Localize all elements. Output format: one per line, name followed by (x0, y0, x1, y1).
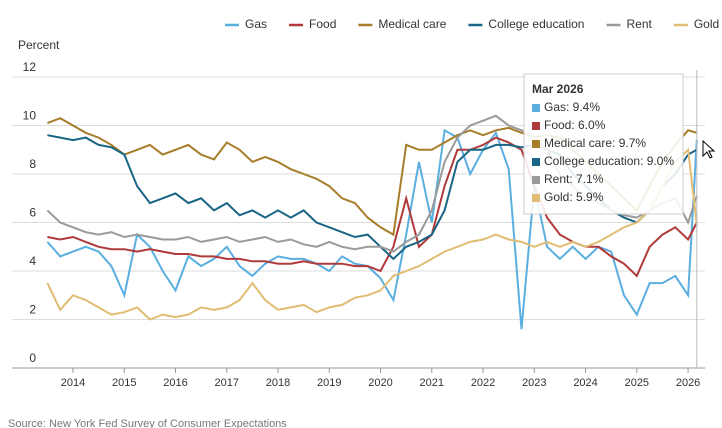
y-tick-label: 6 (29, 206, 36, 220)
y-tick-label: 8 (29, 157, 36, 171)
legend-label: College education (488, 17, 584, 31)
x-tick-label: 2018 (266, 377, 290, 389)
tooltip-swatch (532, 176, 540, 184)
tooltip-swatch (532, 140, 540, 148)
y-axis-title: Percent (18, 38, 60, 52)
x-tick-label: 2019 (317, 377, 341, 389)
tooltip-item: Medical care: 9.7% (544, 136, 646, 150)
x-tick-label: 2024 (573, 377, 597, 389)
tooltip-item: Gold: 5.9% (544, 190, 604, 204)
x-tick-label: 2017 (215, 377, 239, 389)
x-tick-label: 2015 (112, 377, 136, 389)
x-tick-label: 2022 (471, 377, 495, 389)
tooltip-swatch (532, 122, 540, 130)
legend-label: Gold (694, 17, 719, 31)
tooltip-title: Mar 2026 (532, 82, 584, 96)
cursor (702, 139, 716, 159)
x-tick-label: 2016 (163, 377, 187, 389)
y-tick-label: 12 (23, 60, 37, 74)
legend-label: Rent (626, 17, 652, 31)
x-tick-label: 2023 (522, 377, 546, 389)
legend-label: Food (309, 17, 336, 31)
y-tick-label: 10 (23, 109, 37, 123)
legend-label: Gas (245, 17, 267, 31)
legend-label: Medical care (378, 17, 446, 31)
x-tick-label: 2014 (61, 377, 85, 389)
x-tick-label: 2021 (420, 377, 444, 389)
series-line (47, 136, 698, 278)
tooltip-item: Rent: 7.1% (544, 172, 604, 186)
y-tick-label: 2 (29, 303, 36, 317)
tooltip-item: College education: 9.0% (544, 154, 674, 168)
tooltip-swatch (532, 194, 540, 202)
x-tick-label: 2025 (625, 377, 649, 389)
x-tick-label: 2020 (368, 377, 392, 389)
tooltip-item: Food: 6.0% (544, 118, 606, 132)
tooltip-box (523, 73, 684, 215)
tooltip-swatch (532, 158, 540, 166)
y-tick-label: 4 (29, 254, 36, 268)
tooltip-item: Gas: 9.4% (544, 100, 600, 114)
series-line (46, 147, 698, 321)
y-tick-label: 0 (29, 351, 36, 365)
source: Source: New York Fed Survey of Consumer … (8, 418, 287, 428)
x-tick-label: 2026 (676, 377, 700, 389)
series-line (46, 128, 698, 330)
tooltip-swatch (532, 104, 540, 112)
tooltip: Mar 2026 Gas: 9.4% Food: 6.0% Medical care:… (523, 73, 684, 215)
